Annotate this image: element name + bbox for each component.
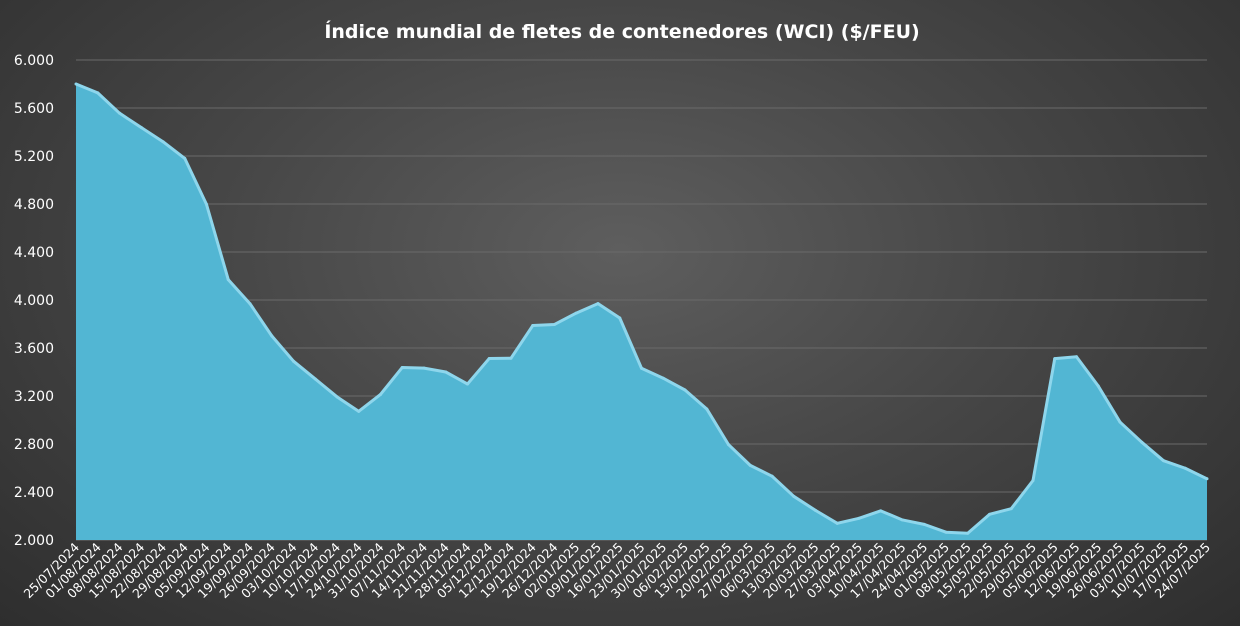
data-point <box>618 316 622 320</box>
data-point <box>357 409 361 413</box>
data-point <box>183 156 187 160</box>
x-axis-tick-labels: 25/07/202401/08/202408/08/202415/08/2024… <box>21 539 1214 601</box>
data-point <box>74 82 78 86</box>
data-point <box>727 443 730 447</box>
data-point <box>1031 478 1035 482</box>
data-point <box>509 356 513 360</box>
data-point <box>596 302 600 306</box>
y-tick-label: 5.600 <box>14 101 54 117</box>
data-point <box>1075 355 1078 359</box>
data-point <box>683 388 687 392</box>
data-point <box>379 392 382 396</box>
data-point <box>988 512 991 516</box>
data-point <box>531 324 535 328</box>
data-point <box>270 334 274 338</box>
data-point <box>966 531 970 535</box>
data-point <box>422 366 426 370</box>
data-point <box>661 376 665 380</box>
data-point <box>226 278 230 282</box>
data-point <box>1140 440 1144 444</box>
data-point <box>748 463 752 467</box>
y-tick-label: 4.800 <box>14 197 54 213</box>
data-point <box>1009 507 1013 511</box>
y-tick-label: 6.000 <box>14 53 54 69</box>
data-point <box>1096 384 1100 388</box>
data-point <box>574 311 578 315</box>
chart-title: Índice mundial de fletes de contenedores… <box>324 20 919 43</box>
data-point <box>313 377 317 381</box>
data-point <box>835 521 839 525</box>
y-tick-label: 4.000 <box>14 293 54 309</box>
data-point <box>205 202 208 206</box>
area-series <box>74 82 1209 540</box>
y-tick-label: 4.400 <box>14 245 54 261</box>
data-point <box>466 382 469 386</box>
data-point <box>292 359 295 363</box>
data-point <box>1183 466 1187 470</box>
y-tick-label: 3.600 <box>14 341 54 357</box>
data-point <box>1053 357 1057 361</box>
data-point <box>1118 420 1122 424</box>
data-point <box>792 494 796 498</box>
data-point <box>400 365 404 369</box>
data-point <box>705 407 709 411</box>
area-fill <box>76 84 1207 540</box>
data-point <box>444 370 448 374</box>
data-point <box>248 302 252 306</box>
y-tick-label: 2.800 <box>14 437 54 453</box>
data-point <box>335 395 339 399</box>
data-point <box>879 509 883 513</box>
data-point <box>901 518 904 522</box>
data-point <box>118 111 121 115</box>
data-point <box>770 474 774 478</box>
data-point <box>814 508 817 512</box>
data-point <box>487 356 491 360</box>
y-tick-label: 5.200 <box>14 149 54 165</box>
data-point <box>944 530 948 534</box>
y-axis-tick-labels: 2.000 2.400 2.800 3.200 3.600 4.000 4.400 4.800… <box>14 53 54 549</box>
data-point <box>553 322 556 326</box>
data-point <box>161 140 165 144</box>
data-point <box>1205 477 1209 481</box>
y-tick-label: 2.000 <box>14 533 54 549</box>
data-point <box>857 516 861 520</box>
data-point <box>1162 459 1165 463</box>
data-point <box>96 91 100 95</box>
data-point <box>640 366 643 370</box>
y-tick-label: 3.200 <box>14 389 54 405</box>
data-point <box>922 522 926 526</box>
y-tick-label: 2.400 <box>14 485 54 501</box>
data-point <box>139 126 143 130</box>
